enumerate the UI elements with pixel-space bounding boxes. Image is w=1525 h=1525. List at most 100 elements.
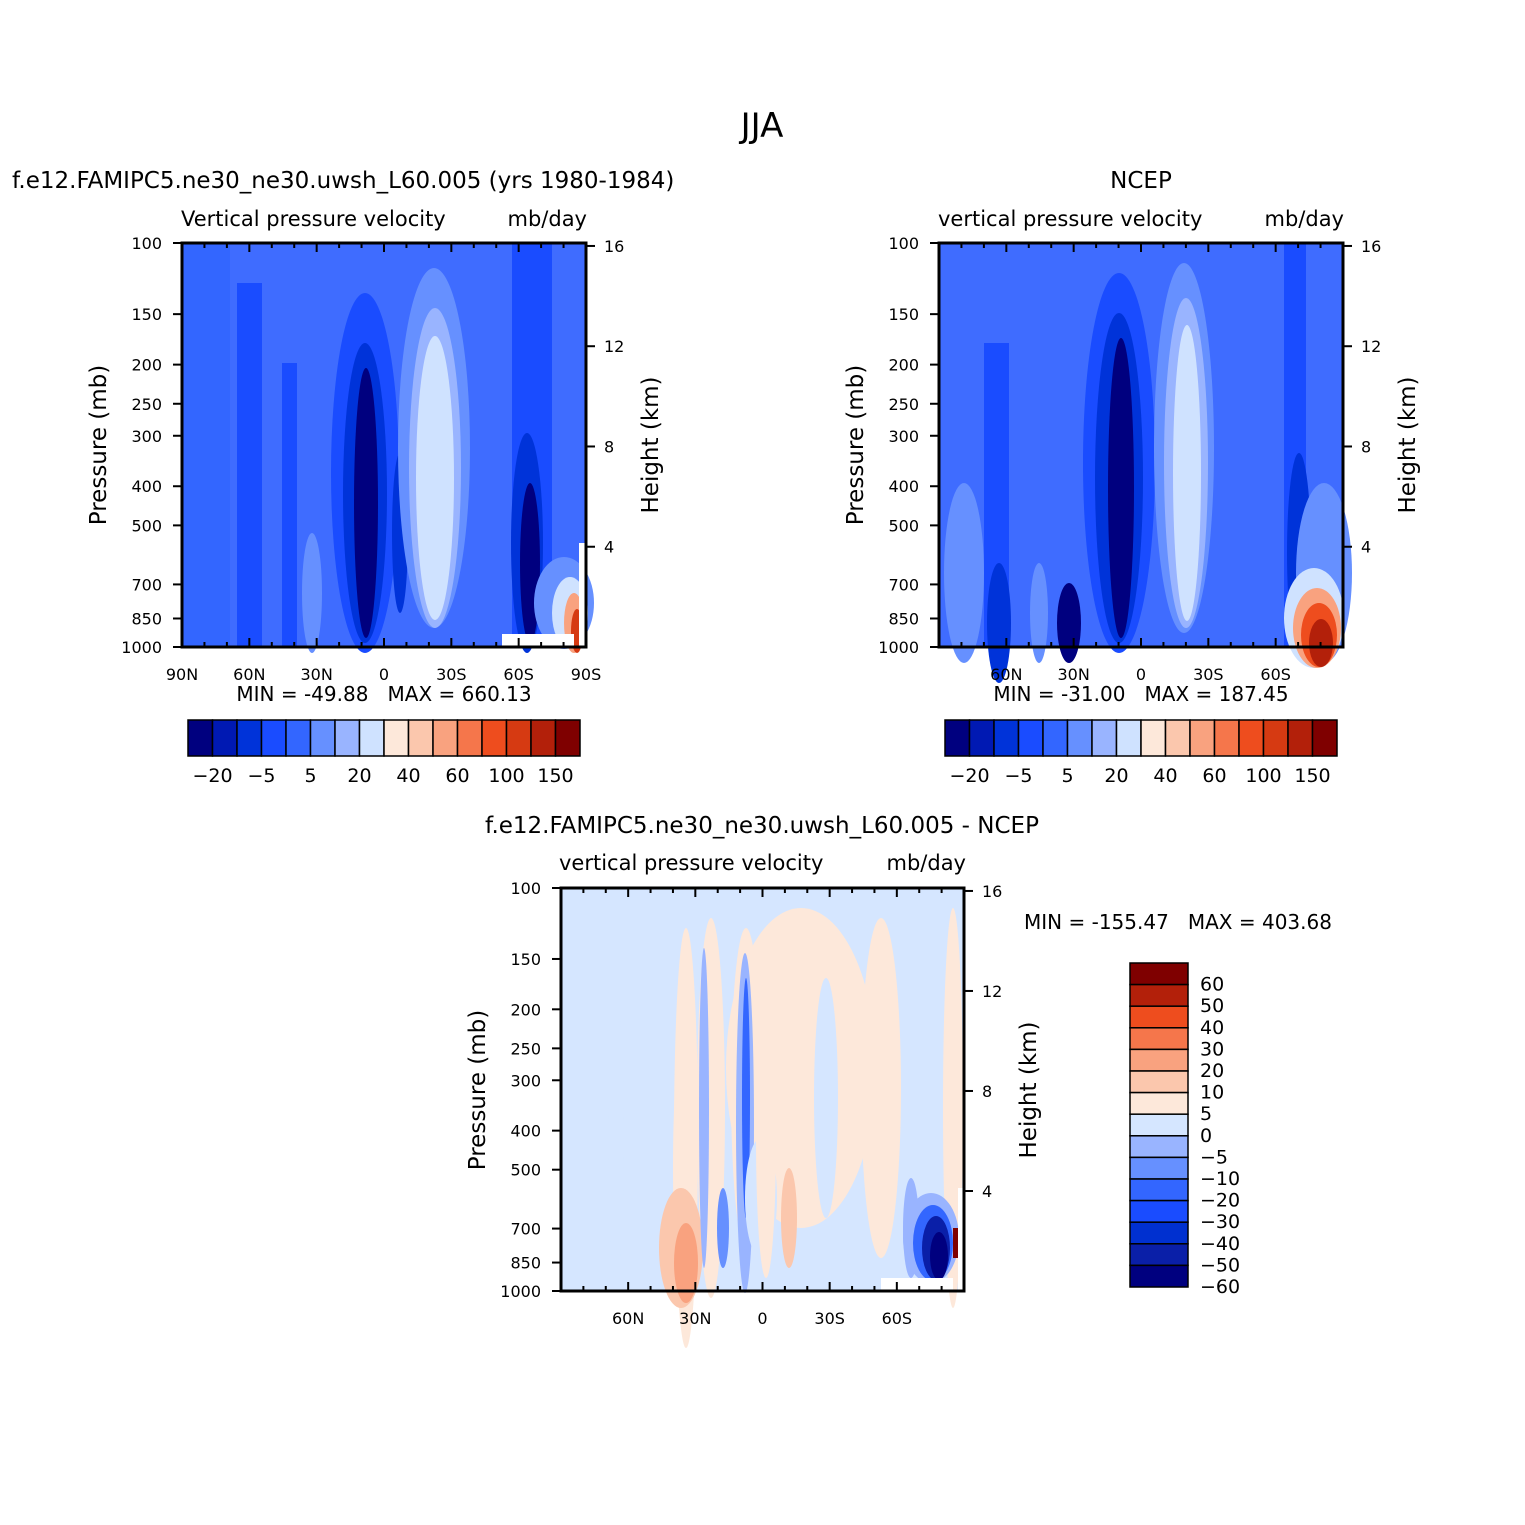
- colorbar-swatch: [1129, 1091, 1189, 1115]
- y-tick-label: 500: [131, 516, 162, 535]
- y-right-tick-label: 16: [1361, 237, 1381, 256]
- model-colorbar: −20 −5 5 20 40 60 100 150: [187, 719, 581, 787]
- colorbar-label: −10: [1200, 1168, 1240, 1190]
- x-tick-label: 90N: [166, 665, 198, 684]
- colorbar-swatch: [530, 719, 557, 757]
- colorbar-label: 60: [1202, 765, 1226, 787]
- y-tick-label: 700: [888, 575, 919, 594]
- y-tick-label: 200: [131, 356, 162, 375]
- colorbar-swatch: [383, 719, 410, 757]
- y-tick-label: 100: [131, 234, 162, 253]
- colorbar-swatch: [1287, 719, 1314, 757]
- colorbar-label: −20: [1200, 1190, 1240, 1212]
- y-right-tick-label: 8: [604, 437, 614, 456]
- colorbar-label: 40: [1153, 765, 1177, 787]
- y-tick-label: 1000: [500, 1282, 541, 1301]
- x-tick-label: 60N: [990, 665, 1022, 684]
- x-tick-label: 60N: [233, 665, 265, 684]
- y-tick-label: 200: [888, 356, 919, 375]
- ncep-colorbar: −20 −5 5 20 40 60 100 150: [944, 719, 1338, 787]
- colorbar-swatch: [1115, 719, 1142, 757]
- colorbar-swatch: [1129, 1264, 1189, 1288]
- y-tick-label: 850: [131, 609, 162, 628]
- colorbar-swatch: [993, 719, 1020, 757]
- colorbar-swatch: [944, 719, 971, 757]
- panel-ncep-subtitle: vertical pressure velocity: [938, 207, 1202, 231]
- colorbar-swatch: [260, 719, 287, 757]
- colorbar-label: 5: [1061, 765, 1073, 787]
- colorbar-label: −20: [192, 765, 232, 787]
- colorbar-swatch: [1129, 1113, 1189, 1137]
- colorbar-swatch: [1238, 719, 1265, 757]
- colorbar-label: 100: [488, 765, 524, 787]
- colorbar-label: 20: [1200, 1060, 1224, 1082]
- y-tick-label: 100: [888, 234, 919, 253]
- colorbar-label: −5: [1200, 1146, 1228, 1168]
- y-tick-label: 200: [510, 1000, 541, 1019]
- x-tick-label: 60S: [1260, 665, 1291, 684]
- x-tick-label: 30S: [1193, 665, 1224, 684]
- colorbar-swatch: [1129, 1156, 1189, 1180]
- ncep-ylabel: Pressure (mb): [843, 365, 869, 525]
- x-tick-label: 0: [757, 1309, 767, 1328]
- y-tick-label: 1000: [121, 638, 162, 657]
- panel-model: f.e12.FAMIPC5.ne30_ne30.uwsh_L60.005 (yr…: [12, 168, 674, 787]
- panel-diff-title: f.e12.FAMIPC5.ne30_ne30.uwsh_L60.005 - N…: [485, 813, 1039, 839]
- model-stats: MIN = -49.88 MAX = 660.13: [236, 682, 531, 706]
- colorbar-swatch: [1129, 983, 1189, 1007]
- colorbar-label: 20: [1104, 765, 1128, 787]
- y-right-tick-label: 4: [982, 1182, 992, 1201]
- colorbar-swatch: [236, 719, 263, 757]
- diff-plot-area: [561, 888, 964, 1348]
- y-tick-label: 500: [888, 516, 919, 535]
- y-tick-label: 150: [131, 305, 162, 324]
- x-tick-label: 30N: [301, 665, 333, 684]
- colorbar-swatch: [1017, 719, 1044, 757]
- panel-ncep: NCEP vertical pressure velocity mb/day: [843, 168, 1421, 787]
- colorbar-swatch: [309, 719, 336, 757]
- x-tick-label: 0: [379, 665, 389, 684]
- colorbar-swatch: [1213, 719, 1240, 757]
- y-tick-label: 100: [510, 879, 541, 898]
- x-tick-label: 30S: [814, 1309, 845, 1328]
- colorbar-swatch: [1066, 719, 1093, 757]
- y-right-tick-label: 4: [1361, 538, 1371, 557]
- colorbar-swatch: [1129, 1243, 1189, 1267]
- y-tick-label: 500: [510, 1161, 541, 1180]
- y-tick-label: 250: [510, 1039, 541, 1058]
- colorbar-swatch: [1129, 962, 1189, 986]
- y-right-tick-label: 16: [982, 882, 1002, 901]
- colorbar-label: 60: [445, 765, 469, 787]
- colorbar-label: 10: [1200, 1082, 1224, 1104]
- colorbar-label: −40: [1200, 1233, 1240, 1255]
- colorbar-label: 5: [1200, 1103, 1212, 1125]
- colorbar-swatch: [1262, 719, 1289, 757]
- ncep-stats: MIN = -31.00 MAX = 187.45: [993, 682, 1288, 706]
- model-axes: 100 150 200 250 300 400 500 700 850 1000 16 12 8 4 90N…: [121, 234, 624, 684]
- colorbar-swatch: [1164, 719, 1191, 757]
- colorbar-label: −5: [1004, 765, 1032, 787]
- ncep-plot-area: [939, 243, 1352, 683]
- x-tick-label: 60S: [882, 1309, 913, 1328]
- colorbar-swatch: [554, 719, 581, 757]
- colorbar-label: 40: [396, 765, 420, 787]
- x-tick-label: 60S: [503, 665, 534, 684]
- colorbar-label: −60: [1200, 1276, 1240, 1298]
- colorbar-swatch: [1129, 1221, 1189, 1245]
- y-tick-label: 400: [888, 477, 919, 496]
- colorbar-label: 40: [1200, 1017, 1224, 1039]
- colorbar-swatch: [1129, 1199, 1189, 1223]
- panel-ncep-title: NCEP: [1110, 168, 1172, 194]
- colorbar-swatch: [187, 719, 214, 757]
- colorbar-swatch: [1311, 719, 1338, 757]
- colorbar-swatch: [968, 719, 995, 757]
- x-tick-label: 30N: [1058, 665, 1090, 684]
- y-tick-label: 700: [510, 1220, 541, 1239]
- colorbar-label: 30: [1200, 1038, 1224, 1060]
- colorbar-label: 100: [1245, 765, 1281, 787]
- y-right-tick-label: 16: [604, 237, 624, 256]
- panel-diff-subtitle: vertical pressure velocity: [559, 851, 823, 875]
- colorbar-swatch: [1091, 719, 1118, 757]
- colorbar-label: −20: [949, 765, 989, 787]
